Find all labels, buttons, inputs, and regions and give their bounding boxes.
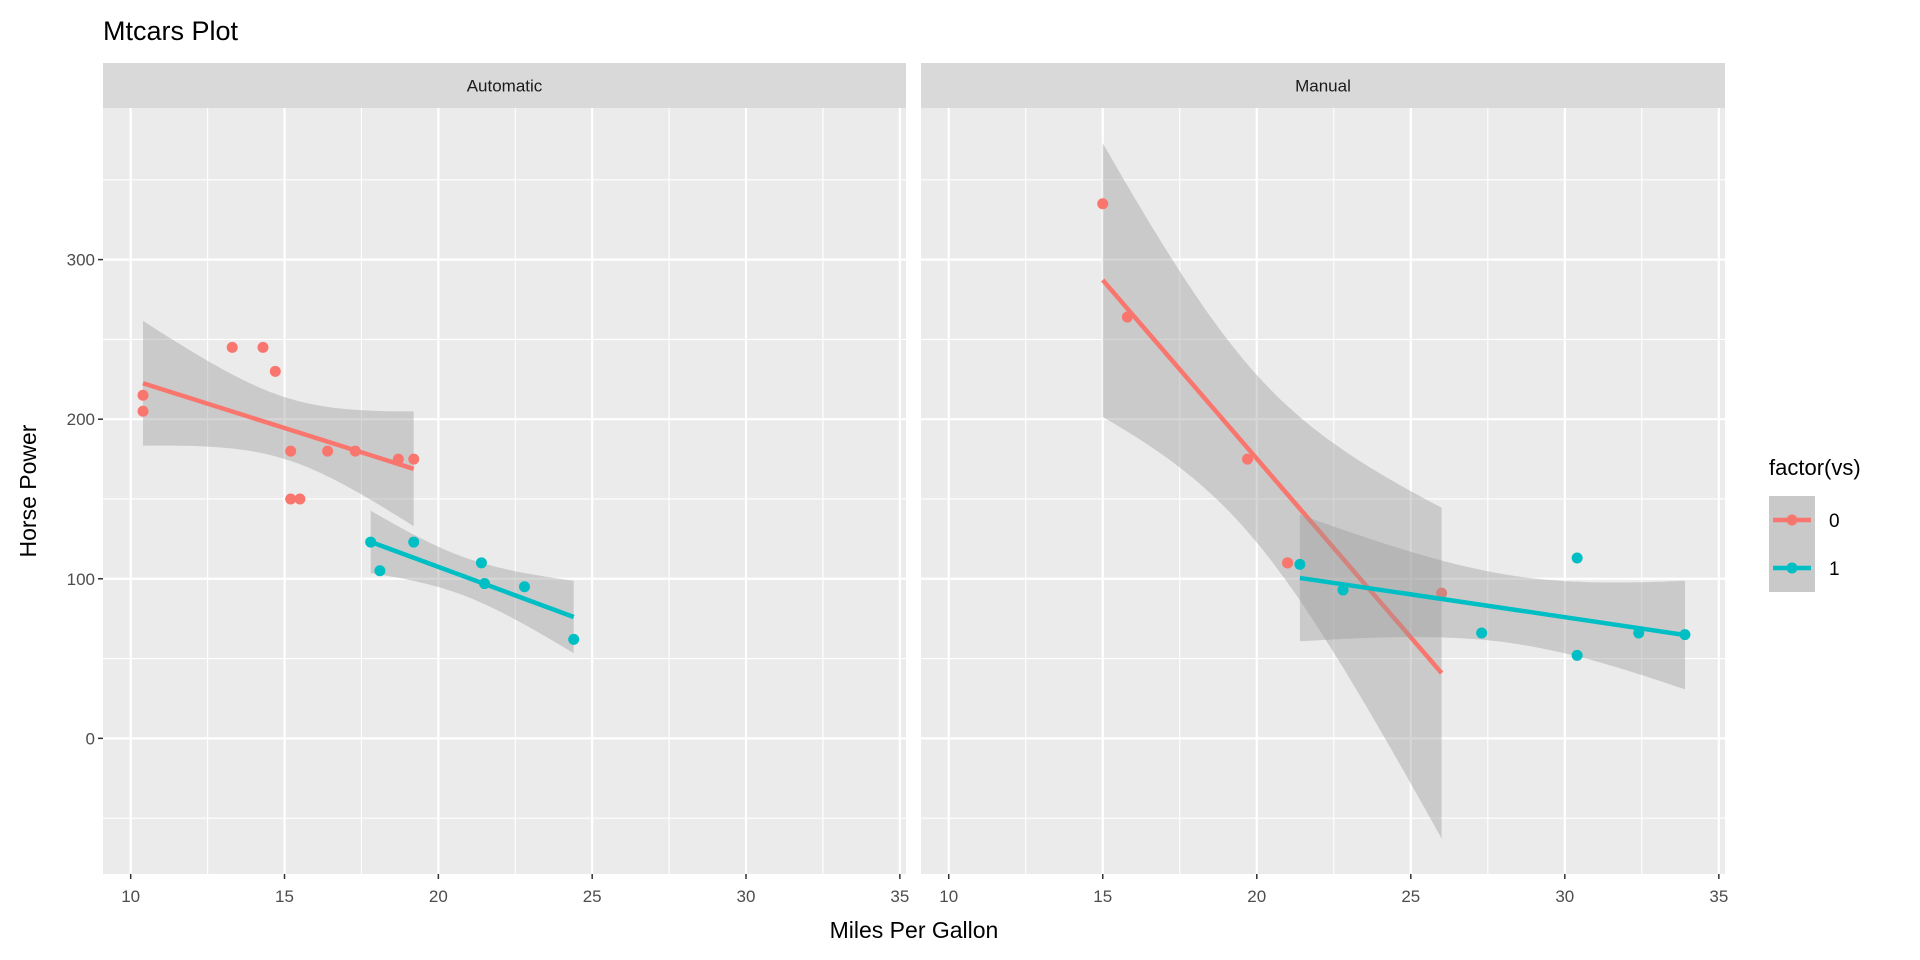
y-tick-label: 200 xyxy=(67,410,95,429)
data-point-vs-1 xyxy=(1571,649,1583,661)
x-tick-label: 20 xyxy=(429,887,448,906)
x-tick-label: 20 xyxy=(1247,887,1266,906)
data-point-vs-0 xyxy=(257,341,269,353)
x-tick-label: 15 xyxy=(1093,887,1112,906)
facet-strip xyxy=(103,63,906,108)
data-point-vs-0 xyxy=(285,493,297,505)
panel-background xyxy=(103,108,906,874)
regression-line-vs-1 xyxy=(369,539,575,620)
data-point-vs-0 xyxy=(137,405,149,417)
x-tick-label: 30 xyxy=(737,887,756,906)
facet-panel-manual: Manual 10 15 20 25 30 35 xyxy=(921,63,1728,906)
legend-title: factor(vs) xyxy=(1769,455,1861,480)
data-point-vs-0 xyxy=(408,453,420,465)
facet-panel-automatic: Automatic 10 15 20 25 30 35 0 100 200 300 xyxy=(67,63,909,906)
y-tick-label: 100 xyxy=(67,570,95,589)
x-tick-label: 10 xyxy=(939,887,958,906)
data-point-vs-0 xyxy=(294,493,306,505)
y-axis-title: Horse Power xyxy=(15,424,41,557)
data-point-vs-1 xyxy=(568,633,580,645)
regression-line-vs-0 xyxy=(1101,278,1444,675)
chart-title: Mtcars Plot xyxy=(103,16,239,46)
y-tick-label: 0 xyxy=(86,729,95,748)
x-tick-label: 35 xyxy=(890,887,909,906)
legend: factor(vs) 0 1 xyxy=(1769,455,1861,592)
data-point-vs-1 xyxy=(1571,552,1583,564)
data-point-vs-0 xyxy=(1097,198,1109,210)
confidence-band-vs-1 xyxy=(1299,514,1685,690)
legend-key-point xyxy=(1786,562,1798,574)
x-tick-label: 25 xyxy=(583,887,602,906)
data-point-vs-0 xyxy=(226,341,238,353)
data-point-vs-0 xyxy=(1282,557,1294,569)
facet-strip-label: Automatic xyxy=(467,77,543,96)
data-point-vs-0 xyxy=(137,389,149,401)
x-axis-title: Miles Per Gallon xyxy=(830,917,999,943)
data-point-vs-0 xyxy=(1242,453,1254,465)
x-tick-label: 35 xyxy=(1709,887,1728,906)
confidence-band-vs-1 xyxy=(370,510,574,654)
facet-strip xyxy=(921,63,1725,108)
data-point-vs-1 xyxy=(374,565,386,577)
data-point-vs-1 xyxy=(1294,558,1306,570)
data-point-vs-1 xyxy=(1476,627,1488,639)
confidence-band-vs-0 xyxy=(1102,143,1442,839)
panel-background xyxy=(921,108,1725,874)
facet-strip-label: Manual xyxy=(1295,77,1351,96)
confidence-band-vs-0 xyxy=(143,320,414,527)
data-point-vs-0 xyxy=(1436,587,1448,599)
x-tick-label: 30 xyxy=(1555,887,1574,906)
regression-line-vs-1 xyxy=(1299,575,1686,638)
legend-label: 1 xyxy=(1829,559,1840,580)
data-point-vs-0 xyxy=(322,445,334,457)
legend-label: 0 xyxy=(1829,511,1840,532)
x-tick-label: 10 xyxy=(121,887,140,906)
y-tick-label: 300 xyxy=(67,251,95,270)
x-tick-label: 15 xyxy=(275,887,294,906)
data-point-vs-1 xyxy=(475,557,487,569)
x-tick-label: 25 xyxy=(1401,887,1420,906)
data-point-vs-1 xyxy=(518,581,530,593)
legend-key-point xyxy=(1786,514,1798,526)
regression-line-vs-0 xyxy=(142,381,415,472)
data-point-vs-1 xyxy=(408,536,420,548)
data-point-vs-0 xyxy=(269,365,281,377)
data-point-vs-0 xyxy=(285,445,297,457)
data-point-vs-1 xyxy=(1337,584,1349,596)
